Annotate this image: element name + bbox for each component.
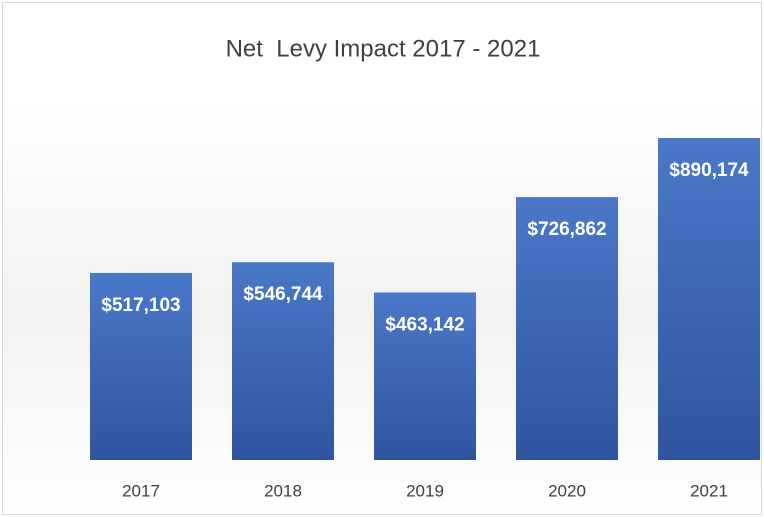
bar (658, 138, 760, 460)
value-label: $463,142 (385, 314, 464, 335)
x-tick-label: 2018 (264, 481, 302, 500)
x-tick-label: 2017 (122, 481, 160, 500)
bar (516, 197, 618, 460)
value-label: $517,103 (101, 295, 180, 316)
x-tick-label: 2021 (690, 481, 728, 500)
x-tick-label: 2020 (548, 481, 586, 500)
value-label: $890,174 (669, 160, 749, 181)
bar (374, 292, 476, 460)
value-label: $546,744 (243, 284, 323, 305)
x-tick-label: 2019 (406, 481, 444, 500)
chart-title: Net Levy Impact 2017 - 2021 (226, 35, 541, 62)
value-label: $726,862 (527, 219, 606, 240)
bar (90, 272, 192, 460)
bar (232, 262, 334, 460)
